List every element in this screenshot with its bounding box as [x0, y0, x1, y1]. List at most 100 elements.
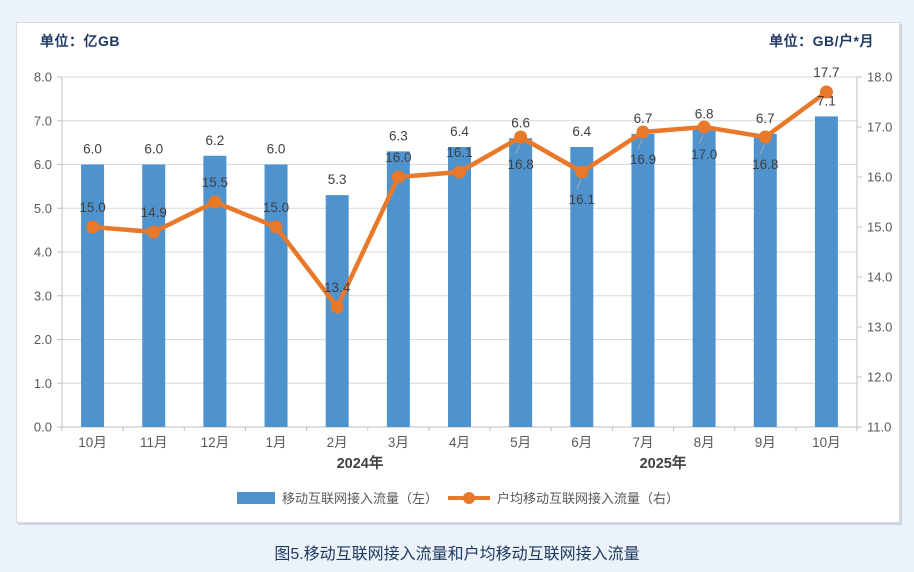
label-leader-line — [759, 144, 765, 155]
line-value-label: 16.1 — [569, 192, 595, 207]
right-axis-tick-label: 12.0 — [867, 370, 892, 385]
month-tick-label: 10月 — [78, 435, 107, 450]
month-tick-label: 1月 — [266, 435, 287, 450]
line-point-3月[interactable] — [391, 170, 405, 184]
right-axis-unit-label: 单位：GB/户*月 — [769, 33, 874, 49]
left-axis-unit-label: 单位：亿GB — [40, 33, 120, 49]
month-tick-label: 5月 — [510, 435, 531, 450]
label-leader-line — [698, 134, 704, 145]
bar-value-label: 6.7 — [634, 111, 653, 126]
bar-value-label: 6.0 — [144, 142, 163, 157]
month-tick-label: 6月 — [571, 435, 592, 450]
left-axis-tick-label: 0.0 — [34, 420, 52, 435]
month-tick-label: 9月 — [755, 435, 776, 450]
right-axis-tick-label: 15.0 — [867, 220, 892, 235]
legend-item-bar-series[interactable]: 移动互联网接入流量（左） — [236, 488, 438, 507]
left-axis-tick-label: 6.0 — [34, 157, 52, 172]
line-point-4月[interactable] — [453, 165, 466, 179]
line-value-label: 17.7 — [813, 65, 839, 80]
line-value-label: 17.0 — [691, 147, 717, 162]
bar-8月[interactable] — [692, 129, 716, 428]
line-value-label: 14.9 — [141, 205, 167, 220]
month-tick-label: 3月 — [388, 435, 409, 450]
legend-item-line-series[interactable]: 户均移动互联网接入流量（右） — [448, 488, 679, 507]
bar-value-label: 6.3 — [389, 128, 408, 143]
label-leader-line — [637, 139, 643, 150]
bar-11月[interactable] — [142, 164, 166, 428]
bar-value-label: 6.2 — [205, 133, 224, 148]
line-point-1月[interactable] — [269, 220, 283, 234]
left-axis-tick-label: 7.0 — [34, 113, 52, 128]
month-tick-label: 12月 — [201, 435, 230, 450]
left-axis-tick-label: 5.0 — [34, 201, 52, 216]
chart-caption: 图5.移动互联网接入流量和户均移动互联网接入流量 — [274, 546, 640, 563]
month-tick-label: 11月 — [140, 435, 168, 450]
line-value-label: 16.8 — [508, 157, 534, 172]
bar-value-label: 6.4 — [450, 124, 469, 139]
left-axis-tick-label: 4.0 — [34, 245, 52, 260]
line-point-9月[interactable] — [758, 130, 772, 144]
bar-6月[interactable] — [570, 147, 594, 427]
line-point-10月[interactable] — [86, 220, 100, 234]
label-leader-line — [515, 144, 521, 155]
bar-series-swatch-icon — [236, 491, 275, 504]
month-tick-label: 4月 — [449, 435, 470, 450]
bar-4月[interactable] — [448, 147, 471, 427]
right-axis-tick-label: 16.0 — [867, 170, 892, 185]
legend-label-bar-series: 移动互联网接入流量（左） — [281, 491, 438, 506]
bar-10月[interactable] — [814, 116, 838, 427]
left-axis-tick-label: 3.0 — [34, 288, 52, 303]
line-value-label: 15.0 — [263, 200, 289, 215]
right-axis-tick-label: 13.0 — [867, 320, 892, 335]
right-axis-tick-label: 17.0 — [867, 120, 892, 135]
bar-10月[interactable] — [81, 164, 105, 428]
right-axis-tick-label: 18.0 — [867, 70, 892, 85]
bar-value-label: 6.4 — [572, 124, 591, 139]
bar-5月[interactable] — [509, 138, 533, 427]
line-value-label: 15.0 — [79, 200, 105, 215]
line-value-label: 13.4 — [324, 280, 351, 295]
line-point-2月[interactable] — [330, 300, 344, 314]
line-value-label: 15.5 — [202, 175, 228, 190]
left-axis-tick-label: 2.0 — [34, 332, 52, 347]
legend: 移动互联网接入流量（左） 户均移动互联网接入流量（右） — [16, 488, 900, 507]
year-label: 2025年 — [640, 454, 687, 472]
left-axis-tick-label: 1.0 — [34, 376, 52, 391]
line-series-swatch-icon — [448, 491, 490, 505]
line-point-8月[interactable] — [697, 120, 711, 134]
bar-value-label: 6.7 — [756, 111, 775, 126]
bar-value-label: 6.8 — [695, 107, 714, 122]
month-tick-label: 10月 — [812, 435, 841, 450]
month-tick-label: 7月 — [632, 435, 653, 450]
year-label: 2024年 — [337, 454, 384, 472]
line-point-6月[interactable] — [575, 165, 589, 179]
label-leader-line — [576, 179, 582, 190]
line-value-label: 16.0 — [385, 150, 411, 165]
bar-value-label: 6.6 — [511, 115, 530, 130]
bar-7月[interactable] — [631, 133, 655, 427]
legend-label-line-series: 户均移动互联网接入流量（右） — [497, 491, 680, 506]
right-axis-tick-label: 11.0 — [867, 420, 891, 435]
line-value-label: 16.8 — [752, 157, 778, 172]
line-point-10月[interactable] — [819, 85, 833, 99]
line-value-label: 16.1 — [446, 145, 472, 160]
line-point-5月[interactable] — [514, 130, 528, 144]
bar-1月[interactable] — [264, 164, 288, 428]
right-axis-tick-label: 14.0 — [867, 270, 892, 285]
month-tick-label: 8月 — [694, 435, 715, 450]
bar-value-label: 7.1 — [817, 93, 836, 108]
left-axis-tick-label: 8.0 — [34, 70, 52, 85]
bar-value-label: 5.3 — [328, 172, 347, 187]
bar-value-label: 6.0 — [267, 142, 286, 157]
line-point-12月[interactable] — [208, 195, 222, 209]
bar-9月[interactable] — [753, 133, 777, 427]
line-point-11月[interactable] — [147, 225, 161, 239]
month-tick-label: 2月 — [327, 435, 348, 450]
bar-value-label: 6.0 — [83, 142, 102, 157]
line-value-label: 16.9 — [630, 152, 656, 167]
line-point-7月[interactable] — [636, 125, 650, 139]
bar-12月[interactable] — [203, 155, 227, 427]
bar-3月[interactable] — [386, 151, 410, 427]
